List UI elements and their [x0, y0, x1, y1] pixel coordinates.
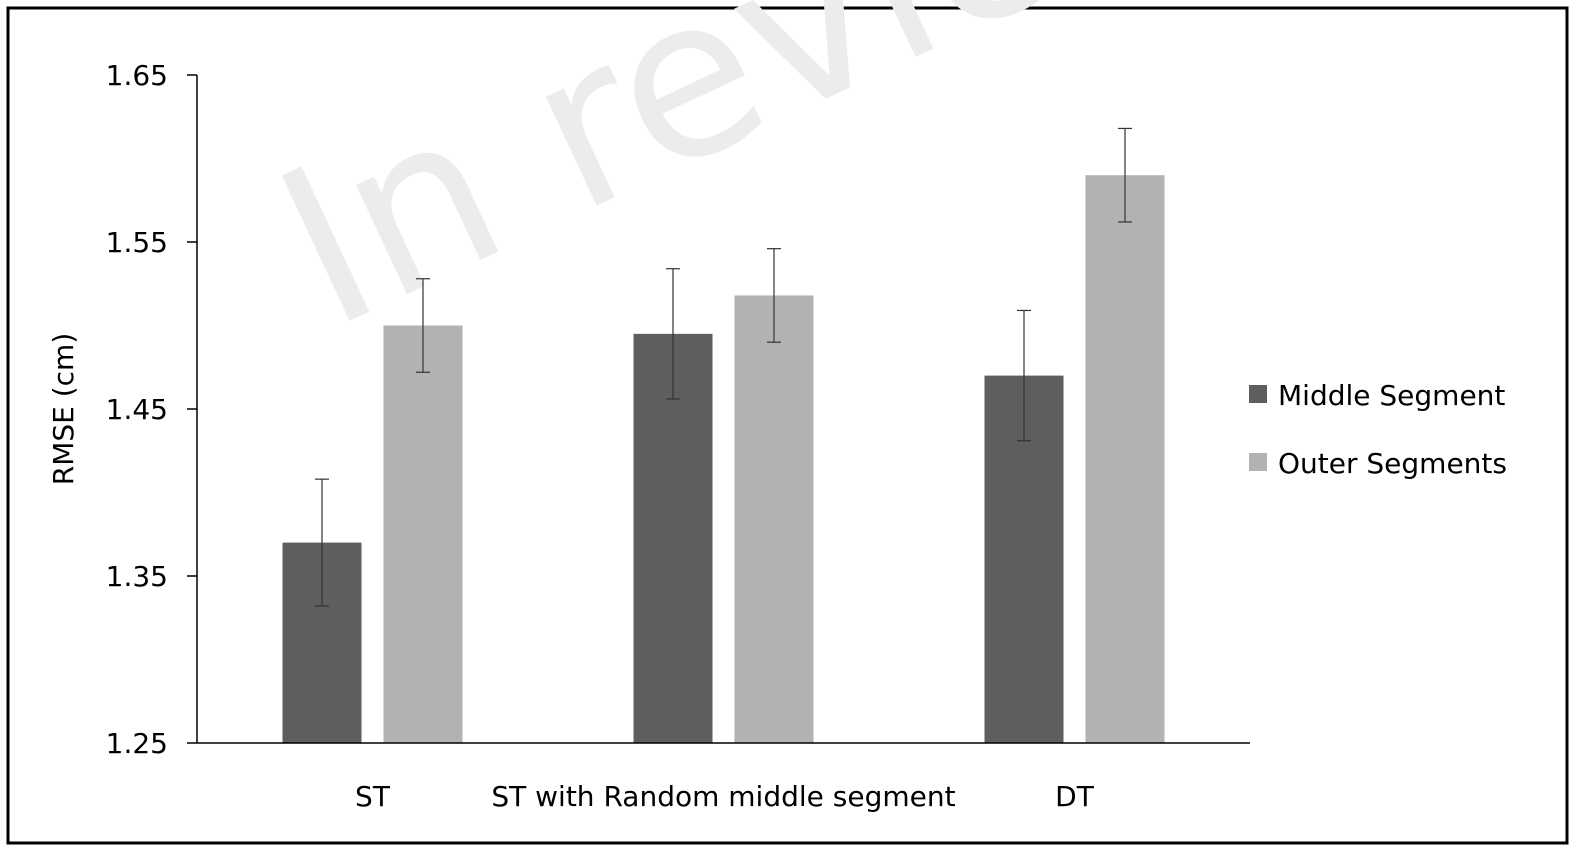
y-axis-label: RMSE (cm) [47, 333, 80, 486]
legend-swatch [1249, 453, 1267, 471]
legend-label: Outer Segments [1278, 447, 1507, 480]
bar-outer-segments [1085, 175, 1165, 743]
legend-swatch [1249, 385, 1267, 403]
y-tick-label: 1.45 [106, 393, 168, 426]
bar-outer-segments [383, 325, 463, 743]
y-tick-label: 1.25 [106, 727, 168, 760]
bar-middle-segment [633, 333, 713, 743]
y-tick-label: 1.65 [106, 59, 168, 92]
error-bars [315, 127, 1132, 607]
y-tick-label: 1.35 [106, 560, 168, 593]
x-tick-label: ST with Random middle segment [491, 780, 955, 813]
x-axis-labels: ST ST with Random middle segment DT [355, 780, 1095, 813]
y-tick-label: 1.55 [106, 226, 168, 259]
legend: Middle Segment Outer Segments [1249, 379, 1507, 480]
x-tick-label: ST [355, 780, 391, 813]
bars [282, 175, 1165, 743]
bar-outer-segments [734, 295, 814, 743]
x-tick-label: DT [1055, 780, 1095, 813]
legend-label: Middle Segment [1278, 379, 1505, 412]
y-axis-ticks: 1.65 1.55 1.45 1.35 1.25 [106, 59, 197, 760]
